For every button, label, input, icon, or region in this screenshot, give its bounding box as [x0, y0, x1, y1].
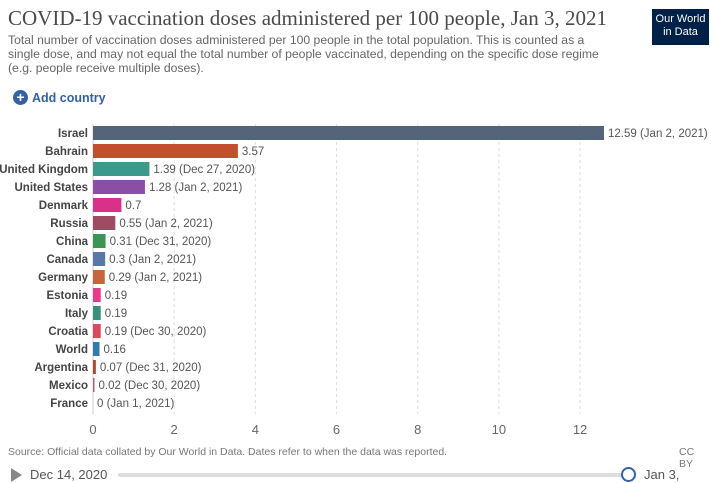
chart-bars: Israel 12.59 (Jan 2, 2021) Bahrain 3.57 Unit… [0, 126, 708, 410]
timeline-start-date: Dec 14, 2020 [30, 467, 108, 482]
bar [93, 180, 145, 194]
bar [93, 306, 101, 320]
country-label: Canada [46, 254, 88, 266]
country-label: World [56, 344, 88, 356]
value-label: 0.7 [125, 200, 141, 212]
value-label: 1.39 (Dec 27, 2020) [153, 164, 255, 176]
x-axis: 0 2 4 6 8 10 12 [89, 422, 587, 437]
value-label: 0.31 (Dec 31, 2020) [110, 236, 212, 248]
x-tick-label: 0 [89, 422, 96, 437]
country-label: Mexico [49, 380, 88, 392]
x-tick-label: 4 [252, 422, 259, 437]
source-note: Source: Official data collated by Our Wo… [8, 446, 448, 458]
bar-chart: Israel 12.59 (Jan 2, 2021) Bahrain 3.57 Unit… [0, 124, 708, 437]
x-tick-label: 6 [333, 422, 340, 437]
logo-line-2: in Data [663, 26, 698, 38]
bar [93, 324, 101, 338]
country-label: United States [15, 182, 89, 194]
play-icon[interactable] [11, 468, 22, 482]
logo-line-1: Our World [655, 13, 706, 25]
value-label: 0.29 (Jan 2, 2021) [109, 272, 203, 284]
add-country-button[interactable]: + Add country [13, 90, 106, 105]
country-label: Bahrain [45, 146, 88, 158]
bar [93, 234, 106, 248]
bar [93, 360, 96, 374]
timeline-end-date: Jan 3, 2021 [644, 467, 680, 483]
x-tick-label: 8 [414, 422, 421, 437]
bar [93, 216, 116, 230]
plus-circle-icon: + [13, 90, 28, 105]
country-label: Italy [65, 308, 89, 320]
license-link[interactable]: CC BY [679, 446, 695, 470]
value-label: 0.02 (Dec 30, 2020) [99, 380, 201, 392]
value-label: 0.16 [103, 344, 125, 356]
timeline-handle[interactable] [621, 467, 636, 482]
bar [93, 378, 95, 392]
country-label: Israel [58, 128, 88, 140]
add-country-label: Add country [32, 90, 106, 105]
value-label: 1.28 (Jan 2, 2021) [149, 182, 243, 194]
value-label: 0 (Jan 1, 2021) [97, 398, 175, 410]
country-label: Croatia [48, 326, 88, 338]
bar [93, 162, 150, 176]
country-label: Russia [50, 218, 88, 230]
x-tick-label: 2 [171, 422, 178, 437]
chart-title: COVID-19 vaccination doses administered … [8, 6, 607, 30]
value-label: 3.57 [242, 146, 264, 158]
country-label: Germany [38, 272, 88, 284]
bar [93, 144, 238, 158]
country-label: China [56, 236, 89, 248]
value-label: 0.19 [105, 290, 127, 302]
country-label: Denmark [39, 200, 89, 212]
owid-logo[interactable]: Our World in Data [652, 9, 709, 45]
country-label: United Kingdom [0, 164, 88, 176]
bar [93, 198, 122, 212]
value-label: 0.19 [105, 308, 127, 320]
chart-subtitle: Total number of vaccination doses admini… [8, 33, 599, 75]
timeline-track[interactable] [118, 473, 628, 477]
bar [93, 126, 604, 140]
x-tick-label: 10 [492, 422, 506, 437]
bar [93, 288, 101, 302]
country-label: Estonia [46, 290, 88, 302]
value-label: 0.3 (Jan 2, 2021) [109, 254, 196, 266]
value-label: 0.07 (Dec 31, 2020) [100, 362, 202, 374]
value-label: 12.59 (Jan 2, 2021) [608, 128, 708, 140]
value-label: 0.19 (Dec 30, 2020) [105, 326, 207, 338]
x-tick-label: 12 [573, 422, 587, 437]
bar [93, 252, 106, 266]
country-label: Argentina [34, 362, 88, 374]
bar [93, 342, 100, 356]
value-label: 0.55 (Jan 2, 2021) [119, 218, 213, 230]
timeline: Dec 14, 2020 Jan 3, 2021 [0, 462, 711, 483]
bar [93, 270, 105, 284]
country-label: France [50, 398, 88, 410]
